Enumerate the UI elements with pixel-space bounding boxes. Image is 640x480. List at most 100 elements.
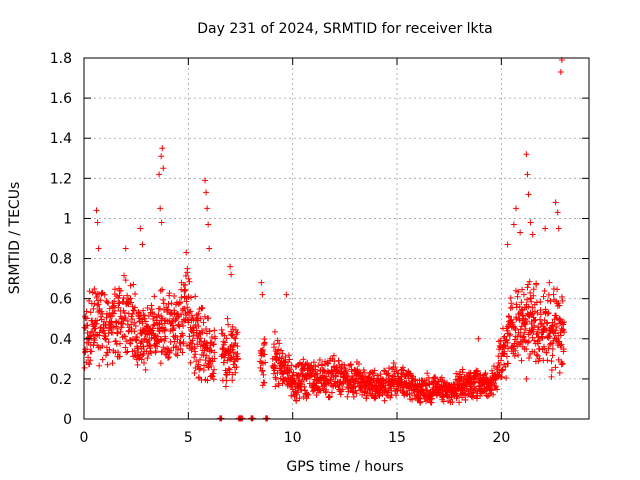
data-point [211, 327, 218, 334]
data-point [536, 316, 543, 323]
data-point [119, 320, 126, 327]
data-point [174, 352, 181, 359]
data-point [533, 281, 540, 288]
data-point [542, 225, 549, 232]
data-point [386, 375, 393, 382]
data-point [166, 290, 173, 297]
data-point [136, 355, 143, 362]
data-point [533, 351, 540, 358]
data-point [520, 291, 527, 298]
data-point [498, 373, 505, 380]
data-point [523, 151, 530, 158]
data-point [114, 325, 121, 332]
data-point [529, 231, 536, 238]
data-point [203, 325, 210, 332]
data-point [548, 373, 555, 380]
data-point [548, 366, 555, 373]
data-point [536, 355, 543, 362]
data-point [534, 309, 541, 316]
data-point [124, 292, 131, 299]
data-point [371, 367, 378, 374]
data-point [115, 304, 122, 311]
data-point [543, 319, 550, 326]
data-point [301, 383, 308, 390]
y-tick-label: 0.2 [50, 372, 72, 388]
data-point [276, 340, 283, 347]
data-point [89, 289, 96, 296]
data-point [271, 328, 278, 335]
data-point [164, 345, 171, 352]
data-point [195, 323, 202, 330]
data-point [178, 294, 185, 301]
data-point [83, 308, 90, 315]
data-point [104, 349, 111, 356]
data-point [425, 380, 432, 387]
data-point [206, 348, 213, 355]
data-point [233, 364, 240, 371]
data-point [197, 365, 204, 372]
data-point [513, 304, 520, 311]
data-point [520, 312, 527, 319]
data-point [228, 271, 235, 278]
data-point [528, 319, 535, 326]
data-point [200, 352, 207, 359]
data-point [534, 330, 541, 337]
data-point [127, 282, 134, 289]
data-point [308, 362, 315, 369]
data-point [411, 377, 418, 384]
data-point [540, 293, 547, 300]
data-point [87, 332, 94, 339]
data-point [175, 322, 182, 329]
data-point [261, 339, 268, 346]
data-point [140, 343, 147, 350]
data-point [428, 395, 435, 402]
data-point [408, 390, 415, 397]
data-point [287, 366, 294, 373]
data-point [122, 333, 129, 340]
data-point [443, 392, 450, 399]
data-point [165, 346, 172, 353]
y-tick-label: 1.6 [50, 91, 72, 107]
data-point [208, 362, 215, 369]
y-tick-label: 1.8 [50, 51, 72, 67]
data-point [152, 348, 159, 355]
data-point [111, 307, 118, 314]
data-point [496, 362, 503, 369]
data-point [482, 370, 489, 377]
data-point [330, 352, 337, 359]
data-point [182, 287, 189, 294]
data-point [201, 313, 208, 320]
data-point [477, 371, 484, 378]
data-point [161, 327, 168, 334]
data-point [549, 345, 556, 352]
data-point [393, 392, 400, 399]
data-point [121, 309, 128, 316]
data-point [164, 355, 171, 362]
data-point [381, 367, 388, 374]
data-point [552, 330, 559, 337]
data-point [372, 395, 379, 402]
data-point [131, 319, 138, 326]
data-point [374, 372, 381, 379]
data-point [102, 336, 109, 343]
data-point [249, 415, 256, 422]
data-point [129, 316, 136, 323]
x-tick-label: 0 [80, 430, 89, 446]
data-point [548, 358, 555, 365]
data-point [259, 348, 266, 355]
data-point [260, 341, 267, 348]
data-point [157, 205, 164, 212]
data-point [93, 207, 100, 214]
data-point [101, 318, 108, 325]
data-point [399, 364, 406, 371]
data-point [192, 293, 199, 300]
data-point [335, 358, 342, 365]
data-point [530, 286, 537, 293]
data-point [106, 311, 113, 318]
data-point [274, 337, 281, 344]
data-point [522, 325, 529, 332]
data-point [278, 347, 285, 354]
data-point [144, 355, 151, 362]
data-point [99, 356, 106, 363]
data-point [205, 221, 212, 228]
